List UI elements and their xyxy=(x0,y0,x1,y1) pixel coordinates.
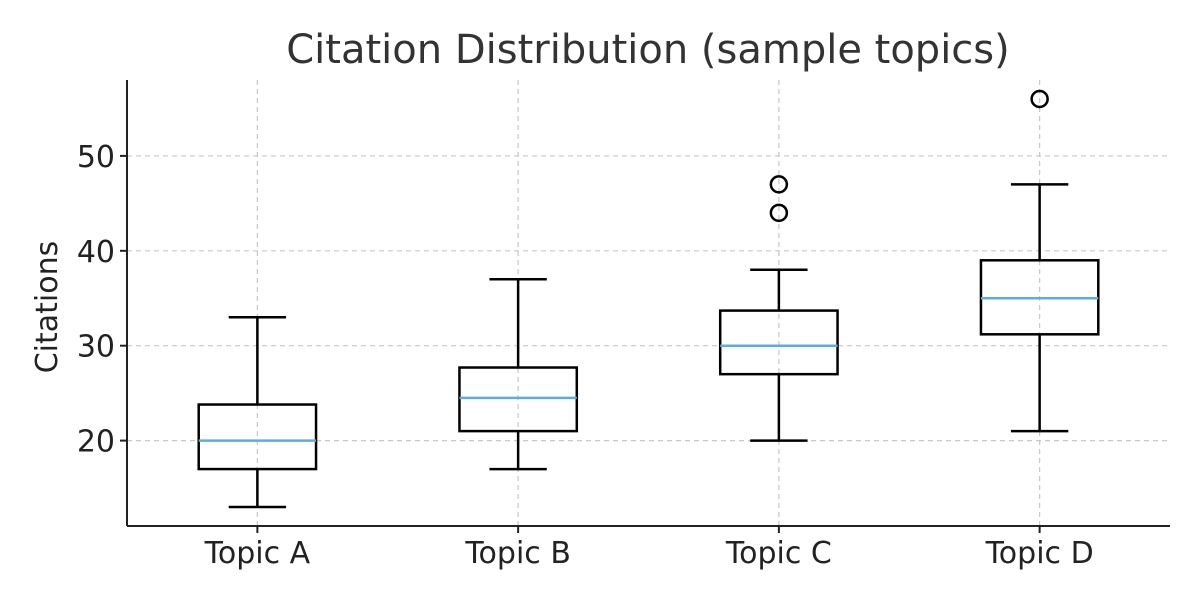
y-tick-label: 40 xyxy=(77,235,115,270)
iqr-box xyxy=(197,403,318,471)
box-topic-d xyxy=(979,89,1100,433)
tick-labels: 20 30 40 50 Topic A Topic B Topic C Topic D xyxy=(77,140,1094,571)
x-tick-label: Topic D xyxy=(985,536,1094,571)
box-topic-c xyxy=(718,175,839,442)
y-tick-label: 30 xyxy=(77,330,115,365)
y-axis-label: Citations xyxy=(30,241,65,374)
box-topic-a xyxy=(197,315,318,509)
box-topic-b xyxy=(458,278,579,471)
x-tick-label: Topic C xyxy=(725,536,832,571)
iqr-box xyxy=(718,309,839,376)
x-tick-label: Topic A xyxy=(204,536,311,571)
y-tick-label: 20 xyxy=(77,425,115,460)
outlier-point xyxy=(769,175,789,194)
axes xyxy=(120,80,1170,533)
boxes-layer xyxy=(197,89,1100,509)
x-tick-label: Topic B xyxy=(464,536,571,571)
iqr-box xyxy=(458,366,579,433)
y-tick-label: 50 xyxy=(77,140,115,175)
grid-lines xyxy=(127,80,1170,526)
outlier-point xyxy=(769,203,789,223)
chart-title: Citation Distribution (sample topics) xyxy=(286,27,1010,73)
outlier-point xyxy=(1030,89,1049,109)
